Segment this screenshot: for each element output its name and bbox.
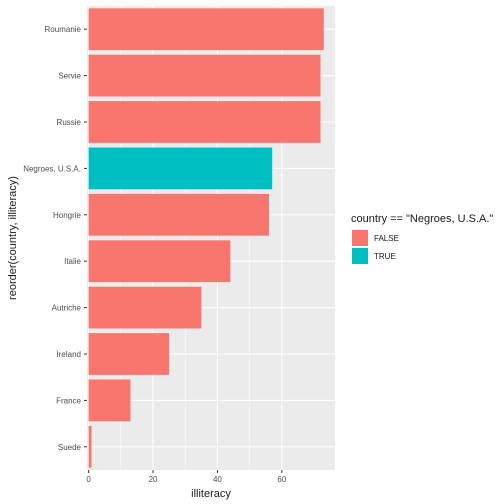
x-axis-title: illiteracy bbox=[191, 488, 231, 500]
y-axis: Suede France Ireland Autriche Italie Hongrie N… bbox=[23, 25, 87, 452]
bars bbox=[88, 8, 324, 468]
legend-label-true: TRUE bbox=[374, 252, 396, 261]
bar-roumanie bbox=[88, 8, 324, 51]
x-tick-label: 60 bbox=[277, 475, 286, 484]
y-tick-label: Suede bbox=[58, 443, 82, 452]
y-tick-label: France bbox=[56, 396, 81, 405]
y-tick-label: Roumanie bbox=[45, 25, 82, 34]
legend-key-true bbox=[352, 248, 368, 264]
y-tick-label: Negroes, U.S.A. bbox=[23, 164, 81, 173]
x-tick-label: 40 bbox=[213, 475, 222, 484]
legend-label-false: FALSE bbox=[374, 234, 399, 243]
bar-france bbox=[88, 379, 131, 422]
y-tick-label: Russie bbox=[57, 118, 82, 127]
bar-hongrie bbox=[88, 193, 269, 236]
y-tick-label: Hongrie bbox=[53, 211, 82, 220]
x-tick-label: 0 bbox=[86, 475, 91, 484]
y-tick-label: Autriche bbox=[52, 304, 82, 313]
bar-ireland bbox=[88, 333, 170, 375]
x-tick-label: 20 bbox=[149, 475, 158, 484]
legend: country == "Negroes, U.S.A." FALSE TRUE bbox=[351, 213, 493, 264]
y-tick-label: Italie bbox=[64, 257, 81, 266]
bar-russie bbox=[88, 101, 321, 143]
legend-key-false bbox=[352, 230, 368, 246]
bar-autriche bbox=[88, 286, 202, 329]
bar-negroes-u-s-a bbox=[88, 147, 273, 190]
legend-title: country == "Negroes, U.S.A." bbox=[351, 213, 493, 225]
bar-italie bbox=[88, 240, 231, 283]
y-tick-label: Ireland bbox=[57, 350, 81, 359]
y-tick-label: Servie bbox=[58, 72, 81, 81]
x-axis: 0 20 40 60 bbox=[86, 470, 287, 484]
y-axis-title: reorder(country, illiteracy) bbox=[7, 176, 19, 300]
bar-suede bbox=[88, 425, 92, 468]
bar-servie bbox=[88, 54, 321, 97]
